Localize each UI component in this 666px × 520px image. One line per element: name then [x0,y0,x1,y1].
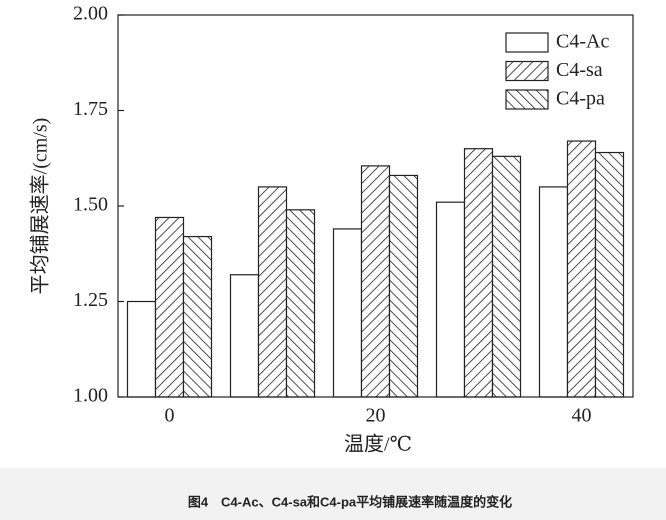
legend-label: C4-Ac [556,31,609,53]
legend-swatch [505,32,549,53]
x-axis-label: 温度/℃ [344,433,412,456]
x-tick-label: 40 [572,405,592,427]
y-tick-label: 1.25 [73,289,108,311]
bar [435,201,466,398]
bar [388,174,419,398]
bar [566,140,597,398]
y-tick-label: 1.50 [73,194,108,216]
y-tick-label: 2.00 [73,3,108,25]
bar [538,186,569,398]
bar [257,186,288,398]
x-tick-label: 20 [366,405,386,427]
bar [491,155,522,398]
legend-label: C4-pa [556,88,605,110]
y-tick-label: 1.00 [73,385,108,407]
caption-band [0,468,666,520]
legend-swatch [505,60,549,82]
bar [463,148,494,398]
legend-swatch [505,89,549,110]
bar [229,274,260,398]
x-tick-label: 0 [165,405,175,427]
bar [154,216,185,398]
y-tick-label: 1.75 [73,98,108,120]
bar [182,235,213,398]
plot-frame [117,14,634,398]
caption: 图4 C4-Ac、C4-sa和C4-pa平均铺展速率随温度的变化 [188,494,512,509]
bar [332,228,363,398]
bar [285,209,316,398]
bar [360,165,391,398]
legend-label: C4-sa [556,59,603,81]
bar [126,300,157,398]
y-axis-label: 平均铺展速率/(cm/s) [29,118,52,295]
bar [594,151,625,398]
